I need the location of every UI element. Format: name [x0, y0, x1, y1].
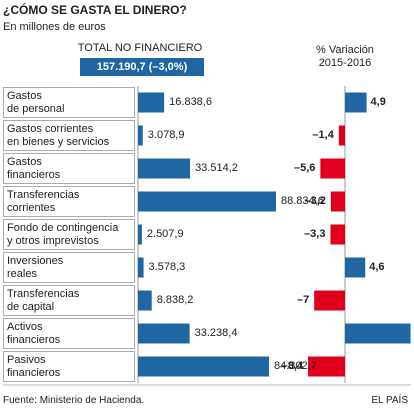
- category-box: [3, 351, 135, 382]
- value-label: 4,9: [370, 95, 386, 108]
- bar: [138, 224, 142, 245]
- value-label: 84.302,7: [273, 359, 317, 372]
- bar: [330, 224, 345, 245]
- value-label: 2.507,9: [146, 227, 184, 240]
- total-label: 157.190,7 (–3,0%): [80, 58, 204, 76]
- bar: [330, 191, 345, 212]
- category-label: Activos financieros: [7, 321, 61, 346]
- bar: [338, 125, 345, 146]
- value-label: 3.578,3: [148, 260, 186, 273]
- category-label: Gastos corrientes en bienes y servicios: [7, 123, 110, 148]
- category-box: [3, 120, 135, 151]
- source: Fuente: Ministerio de Hacienda.: [3, 395, 145, 406]
- left-header: TOTAL NO FINANCIERO: [77, 42, 203, 54]
- bar: [138, 191, 276, 212]
- category-label: Transferencias corrientes: [7, 189, 80, 214]
- bar: [138, 290, 152, 311]
- chart-title: ¿CÓMO SE GASTA EL DINERO?: [3, 3, 187, 17]
- bar: [314, 290, 345, 311]
- bar: [345, 323, 411, 344]
- category-label: Gastos de personal: [7, 90, 65, 115]
- value-label: 16.838,6: [169, 95, 212, 108]
- bar: [138, 125, 143, 146]
- bar: [308, 356, 345, 377]
- value-label: –1,4: [312, 128, 334, 141]
- value-label: –3,3: [304, 227, 326, 240]
- category-box: [3, 285, 135, 316]
- bar: [138, 323, 190, 344]
- category-label: Gastos financieros: [7, 156, 61, 181]
- category-box: [3, 219, 135, 250]
- bar: [138, 356, 269, 377]
- chart-subtitle: En millones de euros: [3, 21, 106, 33]
- category-label: Inversiones reales: [7, 255, 64, 280]
- credit: EL PAÍS: [371, 395, 408, 406]
- bar: [138, 257, 144, 278]
- value-label: –5,6: [293, 161, 316, 174]
- value-label: 33.238,4: [194, 326, 238, 339]
- value-label: –8,4: [281, 359, 304, 372]
- value-label: 8.838,2: [156, 293, 194, 306]
- value-label: 33.514,2: [195, 161, 238, 174]
- right-header: % Variación 2015-2016: [316, 44, 374, 69]
- category-label: Fondo de contingencia y otros imprevisto…: [7, 222, 119, 247]
- value-label: –3,2: [304, 194, 326, 207]
- bar: [320, 158, 345, 179]
- category-box: [3, 186, 135, 217]
- bar: [138, 158, 191, 179]
- value-label: –7: [296, 293, 310, 306]
- category-box: [3, 252, 135, 283]
- bar: [138, 92, 165, 113]
- category-box: [3, 153, 135, 184]
- category-box: [3, 87, 135, 118]
- category-label: Transferencias de capital: [7, 288, 80, 313]
- value-label: 3.078,9: [147, 128, 185, 141]
- value-label: 88.834,6: [281, 194, 324, 207]
- bar: [345, 257, 366, 278]
- bar: [345, 92, 367, 113]
- category-label: Pasivos financieros: [7, 354, 61, 379]
- category-box: [3, 318, 135, 349]
- value-label: 4,6: [369, 260, 385, 273]
